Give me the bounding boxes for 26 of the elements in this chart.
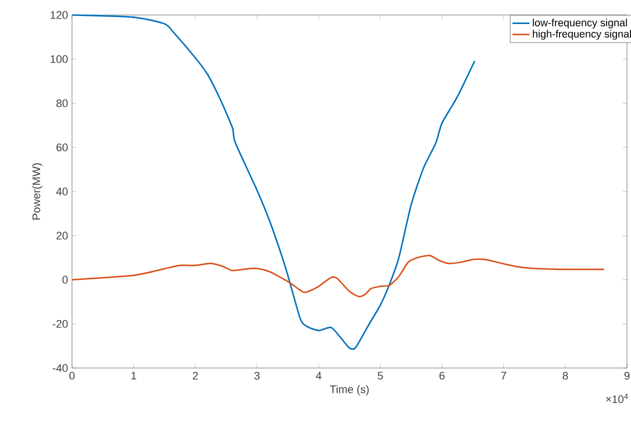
x-tick-label: 3 <box>254 372 260 380</box>
y-tick-label: -20 <box>52 320 68 328</box>
y-tick-label: 40 <box>56 188 68 196</box>
legend-label: low-frequency signal <box>532 18 627 28</box>
x-tick-label: 6 <box>440 372 445 380</box>
y-tick-label: 80 <box>56 99 68 108</box>
x-tick-label: 7 <box>501 372 506 380</box>
x-axis-title: Time (s) <box>330 385 369 396</box>
y-tick-label: -40 <box>52 364 68 372</box>
y-axis-title: Power(MW) <box>32 163 42 220</box>
y-tick-label: 120 <box>50 11 68 19</box>
text: ×10$^{4}$ <box>606 394 628 404</box>
x-tick-label: 9 <box>624 372 630 380</box>
x-tick-label: 0 <box>69 372 75 380</box>
line-series <box>71 254 605 298</box>
legend-label: high-frequency signal <box>532 30 631 40</box>
line-series <box>71 14 476 350</box>
x-tick-label: 8 <box>562 372 568 380</box>
y-tick-label: 60 <box>56 144 68 152</box>
x-tick-label: 1 <box>131 372 136 380</box>
x-tick-label: 2 <box>192 372 198 380</box>
y-tick-label: 100 <box>50 55 68 64</box>
x-tick-label: 4 <box>316 372 322 380</box>
y-tick-label: 0 <box>62 276 68 284</box>
y-tick-label: 20 <box>56 232 68 240</box>
x-tick-label: 5 <box>378 372 383 380</box>
